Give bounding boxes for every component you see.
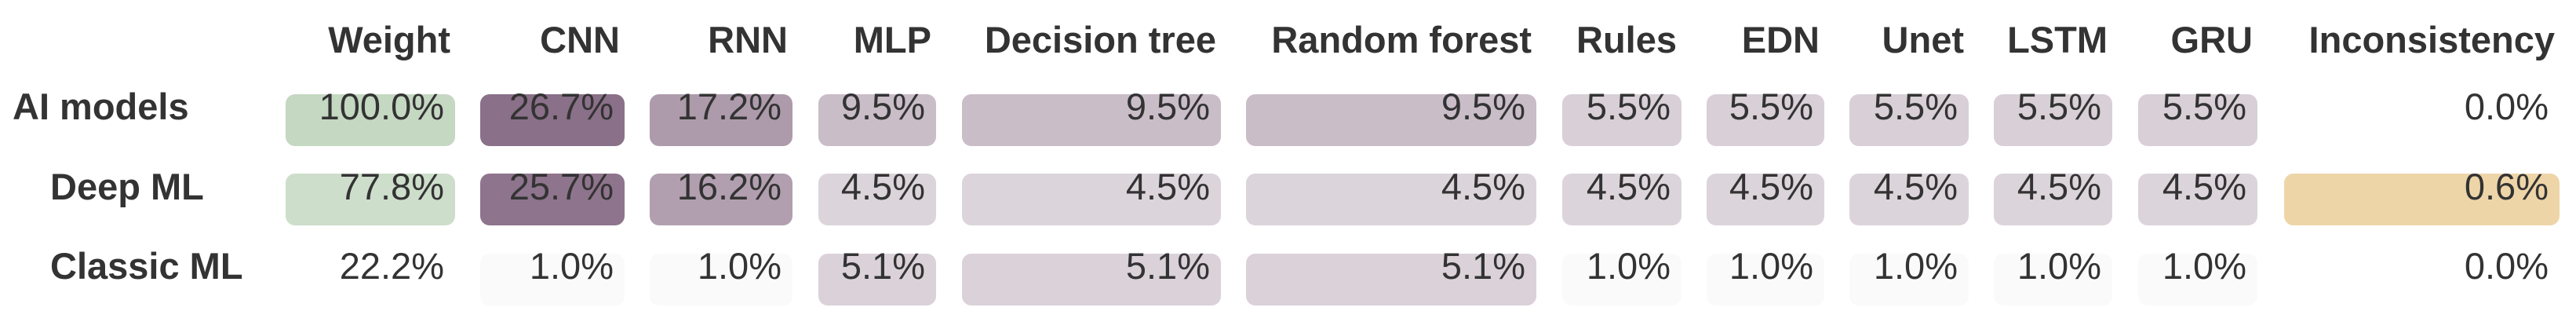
heatmap-cell	[2284, 174, 2560, 225]
column-header-lstm: LSTM	[2007, 19, 2108, 60]
heatmap-cell	[2138, 94, 2257, 146]
column-header-random-forest: Random forest	[1271, 19, 1532, 60]
heatmap-cell	[1849, 254, 1969, 306]
cell-value: 5.1%	[1126, 245, 1210, 287]
heatmap-cell	[286, 94, 455, 146]
column-header-gru: GRU	[2171, 19, 2253, 60]
cell-value: 17.2%	[677, 86, 782, 127]
column-header-decision-tree: Decision tree	[985, 19, 1216, 60]
column-header-unet: Unet	[1882, 19, 1965, 60]
heatmap-cell	[818, 94, 936, 146]
cell-value: 0.0%	[2465, 245, 2549, 287]
heatmap-cell	[1562, 174, 1682, 225]
heatmap-cell	[818, 254, 936, 306]
heatmap-cell	[1562, 254, 1682, 306]
cell-value: 25.7%	[509, 166, 614, 207]
cell-value: 1.0%	[698, 245, 782, 287]
heatmap-cell	[286, 174, 455, 225]
cell-value: 9.5%	[1441, 86, 1525, 127]
cell-value: 5.5%	[1874, 86, 1958, 127]
heatmap-cell	[1994, 174, 2112, 225]
row-label-ai-models: AI models	[13, 86, 189, 127]
cell-value: 1.0%	[2162, 245, 2246, 287]
cell-value: 4.5%	[2017, 166, 2101, 207]
cell-value: 26.7%	[509, 86, 614, 127]
cell-value: 0.0%	[2465, 86, 2549, 127]
heatmap-cell	[1707, 94, 1824, 146]
cell-value: 4.5%	[2162, 166, 2246, 207]
cell-value: 5.1%	[841, 245, 925, 287]
column-header-cnn: CNN	[540, 19, 620, 60]
cell-value: 1.0%	[1874, 245, 1958, 287]
heatmap-cell	[962, 254, 1221, 306]
cell-value: 4.5%	[1441, 166, 1525, 207]
heatmap-cell	[480, 174, 625, 225]
heatmap-cell	[1849, 94, 1969, 146]
cell-value: 1.0%	[2017, 245, 2101, 287]
heatmap-cell	[650, 94, 792, 146]
heatmap-cell	[1246, 94, 1536, 146]
heatmap-cell	[1994, 254, 2112, 306]
row-label-classic-ml: Classic ML	[50, 245, 243, 287]
cell-value: 4.5%	[1587, 166, 1671, 207]
cell-value: 1.0%	[1729, 245, 1813, 287]
cell-value: 5.5%	[1587, 86, 1671, 127]
cell-value: 22.2%	[340, 245, 444, 287]
heatmap-cell	[650, 174, 792, 225]
cell-value: 9.5%	[841, 86, 925, 127]
heatmap-cell	[1994, 94, 2112, 146]
heatmap-cell	[650, 254, 792, 306]
column-header-rules: Rules	[1576, 19, 1677, 60]
heatmap-cell	[1707, 174, 1824, 225]
heatmap-cell	[2138, 254, 2257, 306]
cell-value: 77.8%	[340, 166, 444, 207]
cell-value: 100.0%	[319, 86, 444, 127]
cell-value: 5.5%	[2162, 86, 2246, 127]
cell-value: 5.1%	[1441, 245, 1525, 287]
cell-value: 4.5%	[1874, 166, 1958, 207]
column-header-inconsistency: Inconsistency	[2309, 19, 2555, 60]
heatmap-cell	[1246, 174, 1536, 225]
heatmap-cell	[2284, 254, 2560, 306]
heatmap-cell	[2138, 174, 2257, 225]
row-label-deep-ml: Deep ML	[50, 166, 204, 207]
cell-value: 5.5%	[2017, 86, 2101, 127]
cell-value: 4.5%	[841, 166, 925, 207]
cell-value: 4.5%	[1126, 166, 1210, 207]
heatmap-cell	[1562, 94, 1682, 146]
column-header-edn: EDN	[1742, 19, 1820, 60]
heatmap-cell	[1707, 254, 1824, 306]
cell-value: 1.0%	[530, 245, 614, 287]
cell-value: 0.6%	[2465, 166, 2549, 207]
cell-value: 1.0%	[1587, 245, 1671, 287]
cell-value: 9.5%	[1126, 86, 1210, 127]
heatmap-cell	[2284, 94, 2560, 146]
column-header-rnn: RNN	[708, 19, 788, 60]
column-header-weight: Weight	[328, 19, 450, 60]
heatmap-cell	[286, 254, 455, 306]
heatmap-cell	[962, 174, 1221, 225]
heatmap-cell	[480, 94, 625, 146]
cell-value: 5.5%	[1729, 86, 1813, 127]
column-header-mlp: MLP	[854, 19, 931, 60]
cell-value: 4.5%	[1729, 166, 1813, 207]
heatmap-cell	[962, 94, 1221, 146]
heatmap-cell	[1246, 254, 1536, 306]
heatmap-cell	[818, 174, 936, 225]
heatmap-cell	[1849, 174, 1969, 225]
cell-value: 16.2%	[677, 166, 782, 207]
heatmap-cell	[480, 254, 625, 306]
